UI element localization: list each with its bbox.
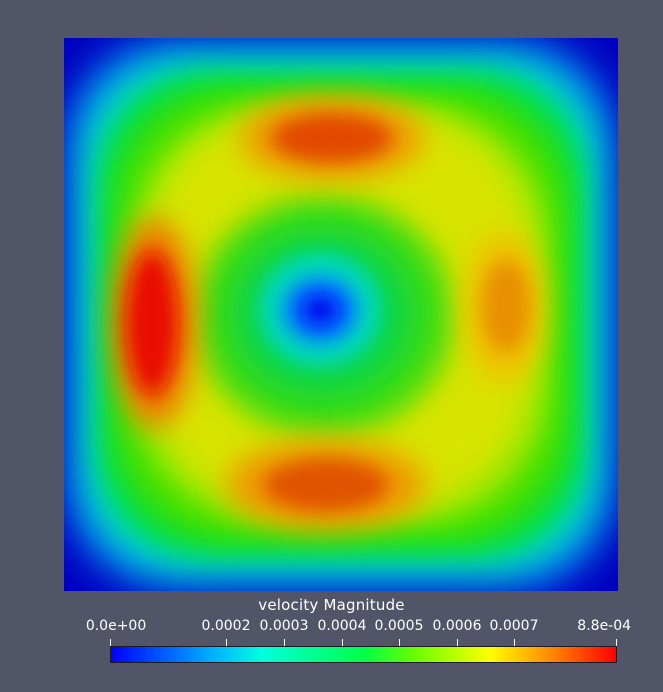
velocity-magnitude-field[interactable] <box>64 38 618 591</box>
colorbar-tick-mark <box>399 639 400 647</box>
colorbar-tick-label: 0.0004 <box>317 618 367 634</box>
colorbar-tick-mark <box>342 639 343 647</box>
colorbar-tick-mark <box>284 639 285 647</box>
colorbar-tick-mark <box>226 639 227 647</box>
colorbar-max-label: 8.8e-04 <box>577 618 632 634</box>
colorbar-tick-mark <box>457 639 458 647</box>
colorbar-tick-label: 0.0003 <box>259 618 309 634</box>
colorbar-tick-mark <box>110 639 111 647</box>
colorbar-tick-label: 0.0007 <box>489 618 539 634</box>
contour-plot <box>64 38 618 591</box>
colorbar-title: velocity Magnitude <box>258 596 405 614</box>
colorbar-tick-mark <box>514 639 515 647</box>
colorbar-min-label: 0.0e+00 <box>85 618 147 634</box>
colorbar[interactable] <box>110 646 617 663</box>
colorbar-tick-label: 0.0005 <box>374 618 424 634</box>
colorbar-tick-label: 0.0002 <box>201 618 251 634</box>
colorbar-tick-mark <box>616 639 617 647</box>
colorbar-tick-label: 0.0006 <box>432 618 482 634</box>
